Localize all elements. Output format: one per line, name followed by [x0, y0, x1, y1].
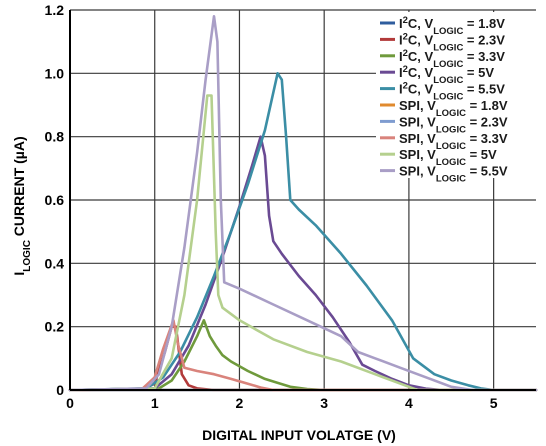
- legend-label: SPI, VLOGIC = 1.8V: [399, 98, 508, 119]
- legend-label: SPI, VLOGIC = 3.3V: [399, 131, 508, 152]
- y-axis-label: ILOGIC CURRENT (µA): [11, 136, 33, 275]
- y-tick-label: 1.2: [45, 2, 65, 18]
- y-tick-label: 0.4: [45, 255, 65, 271]
- legend-label: SPI, VLOGIC = 2.3V: [399, 114, 508, 134]
- series-line-spi-3p3v: [68, 319, 538, 392]
- legend-entry: SPI, VLOGIC = 5.5V: [380, 164, 508, 185]
- legend-label: I2C, VLOGIC = 1.8V: [399, 15, 505, 37]
- x-tick-label: 3: [320, 395, 328, 411]
- legend-entry: I2C, VLOGIC = 3.3V: [380, 47, 505, 69]
- x-tick-label: 4: [405, 395, 413, 411]
- series-line-spi-5v: [68, 94, 538, 392]
- y-tick-label: 0.2: [45, 319, 65, 335]
- legend-entry: SPI, VLOGIC = 2.3V: [380, 114, 508, 135]
- x-axis-label: DIGITAL INPUT VOLATGE (V): [202, 427, 396, 443]
- y-tick-label: 0.6: [45, 192, 65, 208]
- series-line-i2c-3p3v: [68, 319, 538, 392]
- legend-entry: I2C, VLOGIC = 2.3V: [380, 31, 505, 53]
- legend-entry: I2C, VLOGIC = 5.5V: [380, 80, 505, 102]
- legend-label: I2C, VLOGIC = 5V: [399, 64, 494, 86]
- series-line-i2c-2p3v: [68, 325, 538, 392]
- series-line-i2c-5p5v: [68, 72, 538, 392]
- series-line-i2c-5v: [68, 135, 538, 392]
- legend-label: SPI, VLOGIC = 5.5V: [399, 164, 508, 185]
- x-tick-label: 1: [151, 395, 159, 411]
- legend-label: SPI, VLOGIC = 5V: [399, 147, 497, 168]
- x-tick-labels: 0 1 2 3 4 5: [66, 395, 498, 411]
- y-tick-label: 0.8: [45, 129, 65, 145]
- x-tick-label: 2: [236, 395, 244, 411]
- legend-entry: I2C, VLOGIC = 5V: [380, 64, 494, 86]
- axes: [69, 10, 536, 391]
- legend-entry: SPI, VLOGIC = 1.8V: [380, 98, 508, 119]
- legend-entry: I2C, VLOGIC = 1.8V: [380, 15, 505, 37]
- x-tick-label: 0: [66, 395, 74, 411]
- legend-box: [376, 12, 544, 178]
- y-tick-labels: 0 0.2 0.4 0.6 0.8 1.0 1.2: [45, 2, 65, 398]
- legend-entry: SPI, VLOGIC = 5V: [380, 147, 497, 168]
- series-line-spi-5p5v: [68, 15, 538, 392]
- legend-label: I2C, VLOGIC = 2.3V: [399, 31, 505, 53]
- legend-label: I2C, VLOGIC = 5.5V: [399, 80, 505, 102]
- legend-label: I2C, VLOGIC = 3.3V: [399, 47, 505, 69]
- y-tick-label: 1.0: [45, 65, 65, 81]
- x-tick-label: 5: [490, 395, 498, 411]
- legend-entry: SPI, VLOGIC = 3.3V: [380, 131, 508, 152]
- y-tick-label: 0: [56, 382, 64, 398]
